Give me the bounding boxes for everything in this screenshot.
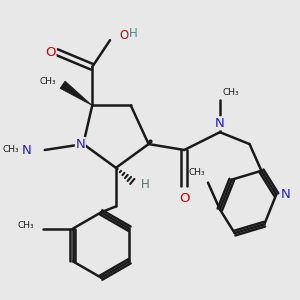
Text: CH₃: CH₃ bbox=[188, 168, 205, 177]
Text: CH₃: CH₃ bbox=[18, 221, 34, 230]
Text: N: N bbox=[22, 143, 32, 157]
Text: OH: OH bbox=[119, 29, 137, 42]
Text: O: O bbox=[45, 46, 56, 59]
Text: CH₃: CH₃ bbox=[3, 146, 20, 154]
Text: H: H bbox=[129, 27, 138, 40]
Text: H: H bbox=[141, 178, 150, 190]
Text: CH₃: CH₃ bbox=[40, 77, 57, 86]
Text: N: N bbox=[22, 143, 31, 157]
Text: N: N bbox=[215, 117, 225, 130]
Text: O: O bbox=[179, 192, 190, 205]
Text: CH₃: CH₃ bbox=[223, 88, 239, 97]
Text: N: N bbox=[281, 188, 290, 201]
Text: N: N bbox=[76, 138, 85, 151]
Polygon shape bbox=[60, 81, 92, 106]
